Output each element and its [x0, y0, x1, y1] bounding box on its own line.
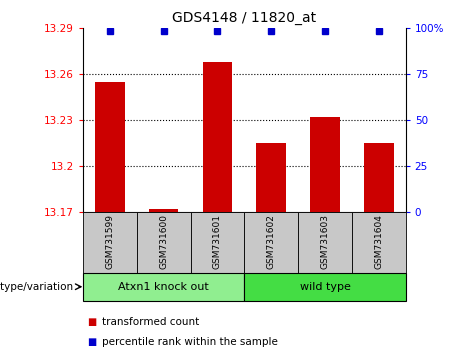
Title: GDS4148 / 11820_at: GDS4148 / 11820_at	[172, 11, 316, 24]
Bar	[203, 62, 232, 212]
Bar	[364, 143, 394, 212]
Bar	[149, 209, 178, 212]
Text: GSM731602: GSM731602	[267, 214, 276, 269]
Text: percentile rank within the sample: percentile rank within the sample	[102, 337, 278, 347]
Text: GSM731604: GSM731604	[374, 214, 383, 269]
Text: GSM731599: GSM731599	[106, 214, 114, 269]
Text: ■: ■	[88, 317, 97, 327]
Text: genotype/variation: genotype/variation	[0, 282, 74, 292]
Bar	[95, 82, 124, 212]
Text: GSM731601: GSM731601	[213, 214, 222, 269]
Text: Atxn1 knock out: Atxn1 knock out	[118, 282, 209, 292]
Text: ■: ■	[88, 337, 97, 347]
Text: GSM731600: GSM731600	[159, 214, 168, 269]
Bar	[256, 143, 286, 212]
Text: transformed count: transformed count	[102, 317, 200, 327]
Text: GSM731603: GSM731603	[320, 214, 330, 269]
Bar	[310, 117, 340, 212]
Text: wild type: wild type	[300, 282, 350, 292]
